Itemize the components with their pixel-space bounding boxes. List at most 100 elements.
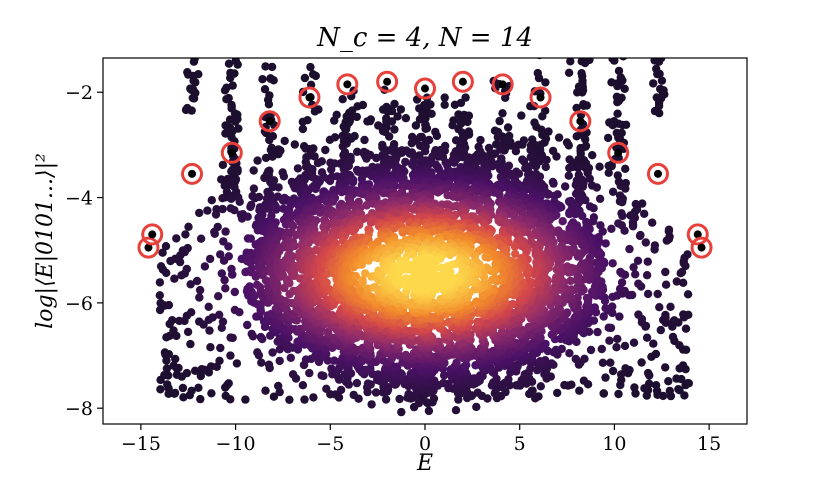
scatter-point [601, 304, 610, 313]
scatter-point [582, 293, 592, 303]
scatter-point [668, 332, 678, 342]
scatter-point [573, 252, 583, 261]
scatter-point [222, 95, 231, 104]
scatter-point [210, 229, 219, 238]
scatter-point [217, 269, 226, 278]
scatter-point [534, 392, 543, 401]
scatter-point [309, 206, 318, 216]
scatter-point [424, 406, 434, 416]
scatter-point [390, 224, 399, 233]
scatter-point [613, 81, 622, 91]
scatter-point [429, 394, 439, 403]
scatter-point [448, 202, 458, 211]
scatter-point [512, 381, 521, 390]
scatter-point [264, 360, 274, 369]
scatter-point [208, 313, 217, 322]
scatter-point [656, 38, 664, 46]
scatter-point [172, 234, 181, 243]
scatter-point [621, 364, 630, 373]
scatter-point [182, 264, 191, 274]
scatter-point [604, 161, 613, 170]
scatter-point [453, 193, 462, 202]
scatter-point [616, 267, 625, 277]
scatter-point [224, 379, 233, 388]
scatter-point [189, 9, 197, 17]
scatter-point [168, 316, 177, 325]
scatter-point [164, 371, 173, 380]
scatter-point [322, 278, 331, 287]
scatter-point [164, 300, 174, 310]
scatter-point [235, 197, 244, 206]
scatter-point [235, 308, 244, 317]
scatter-point [608, 292, 617, 302]
scatter-point [672, 374, 681, 383]
scatter-point [352, 112, 361, 122]
scatter-point [599, 312, 608, 321]
scatter-point [162, 364, 172, 373]
scatter-point [161, 242, 171, 251]
scatter-point [634, 310, 643, 319]
scatter-point [246, 202, 255, 212]
scatter-point [606, 358, 615, 367]
scatter-point [679, 278, 688, 287]
scatter-point [564, 141, 573, 150]
scatter-point [439, 378, 448, 388]
scatter-point [385, 132, 394, 141]
scatter-point [633, 256, 643, 265]
scatter-point [349, 390, 358, 400]
scatter-point [449, 158, 459, 167]
scatter-point [506, 368, 515, 377]
scatter-point [260, 85, 270, 94]
scatter-point [243, 320, 252, 330]
scatter-point [170, 388, 180, 398]
scatter-point [618, 211, 627, 221]
scatter-point [319, 371, 328, 381]
scatter-point [218, 160, 228, 170]
scatter-point [310, 107, 320, 116]
scatter-point [279, 172, 289, 181]
scatter-point [495, 217, 505, 227]
scatter-point [575, 38, 583, 46]
scatter-point [658, 33, 666, 41]
scatter-point [243, 212, 252, 221]
scatter-point [185, 30, 193, 38]
scatter-point [216, 250, 225, 259]
scatter-point [187, 23, 195, 31]
scatter-point [221, 284, 230, 293]
scatter-point [371, 388, 381, 397]
scatter-point [187, 0, 195, 2]
scatter-point [566, 58, 575, 66]
scatter-point [530, 240, 539, 249]
scatter-point [207, 196, 216, 205]
scatter-point [257, 358, 266, 367]
scatter-point [192, 276, 202, 286]
scatter-point [189, 58, 199, 66]
scatter-point [331, 390, 340, 399]
scatter-point [188, 35, 196, 43]
scatter-point [661, 280, 671, 289]
scatter-point [493, 133, 502, 142]
scatter-point [501, 93, 510, 103]
scatter-point [253, 348, 262, 357]
scatter-point [271, 205, 281, 214]
scatter-point [253, 156, 262, 165]
scatter-point [190, 366, 200, 375]
scatter-point [224, 242, 233, 251]
scatter-point [580, 58, 590, 68]
scatter-point [551, 276, 560, 286]
scatter-point [182, 42, 190, 50]
scatter-point [643, 257, 652, 266]
scatter-point [543, 190, 553, 199]
scatter-point [327, 364, 336, 373]
scatter-point [215, 356, 224, 365]
scatter-point [650, 58, 659, 65]
scatter-point [440, 100, 449, 110]
scatter-point [661, 363, 670, 372]
scatter-point [203, 206, 212, 215]
scatter-point [274, 381, 283, 391]
scatter-point [189, 48, 197, 56]
scatter-point [220, 275, 229, 285]
scatter-point [178, 383, 188, 393]
scatter-point [534, 73, 544, 83]
scatter-point [575, 386, 584, 395]
